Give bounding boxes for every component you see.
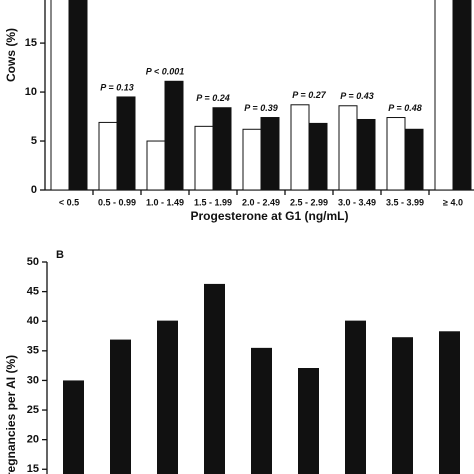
bar: [439, 331, 460, 474]
bar: [434, 0, 454, 191]
x-tick-label: < 0.5: [59, 197, 79, 207]
p-value: P = 0.13: [100, 82, 133, 92]
bar: [110, 339, 131, 474]
bar: [194, 125, 214, 191]
y-axis-label: Cows (%): [4, 28, 18, 82]
bar: [404, 128, 424, 191]
bar: [386, 117, 406, 191]
y-tick-label: 45: [27, 286, 39, 298]
p-value: P = 0.48: [388, 103, 421, 113]
bar: [98, 121, 118, 191]
bar: [251, 347, 272, 474]
y-tick-label: 5: [31, 135, 37, 147]
y-tick-label: 15: [27, 463, 39, 474]
x-tick-label: 3.5 - 3.99: [386, 197, 424, 207]
p-value: P < 0.001: [146, 67, 184, 77]
bar: [157, 320, 178, 474]
y-tick-label: 10: [25, 86, 37, 98]
p-value: P = 0.43: [340, 91, 373, 101]
bar: [308, 122, 328, 191]
x-axis-label: Progesterone at G1 (ng/mL): [190, 209, 348, 223]
bar: [345, 320, 366, 474]
y-tick-label: 0: [31, 184, 37, 196]
y-tick-label: 20: [27, 434, 39, 446]
bar: [164, 80, 184, 191]
x-tick-label: 2.0 - 2.49: [242, 197, 280, 207]
x-tick-label: 1.5 - 1.99: [194, 197, 232, 207]
bar: [260, 117, 280, 191]
panel-label: B: [56, 249, 64, 261]
bar: [68, 0, 88, 191]
y-tick-label: 50: [27, 256, 39, 268]
bar: [392, 337, 413, 474]
x-tick-label: 0.5 - 0.99: [98, 197, 136, 207]
bar: [204, 283, 225, 474]
p-value: P = 0.39: [244, 103, 277, 113]
bar: [290, 104, 310, 191]
bar: [63, 380, 84, 474]
y-tick-label: 25: [27, 404, 39, 416]
x-tick-label: 1.0 - 1.49: [146, 197, 184, 207]
y-tick-label: 15: [25, 37, 37, 49]
x-tick-label: ≥ 4.0: [443, 197, 463, 207]
y-tick-label: 35: [27, 345, 39, 357]
bar: [242, 128, 262, 191]
bar: [338, 105, 358, 191]
y-tick-label: 40: [27, 315, 39, 327]
bar: [116, 96, 136, 191]
x-tick-label: 2.5 - 2.99: [290, 197, 328, 207]
y-tick-label: 30: [27, 374, 39, 386]
bar: [298, 368, 319, 474]
p-value: P = 0.27: [292, 90, 326, 100]
bar: [356, 118, 376, 191]
y-axis-label: Pregnancies per AI (%): [4, 355, 18, 474]
p-value: P = 0.24: [196, 93, 229, 103]
bar: [452, 0, 472, 191]
bar: [212, 107, 232, 191]
x-tick-label: 3.0 - 3.49: [338, 197, 376, 207]
bar: [146, 140, 166, 191]
bar: [50, 0, 70, 191]
